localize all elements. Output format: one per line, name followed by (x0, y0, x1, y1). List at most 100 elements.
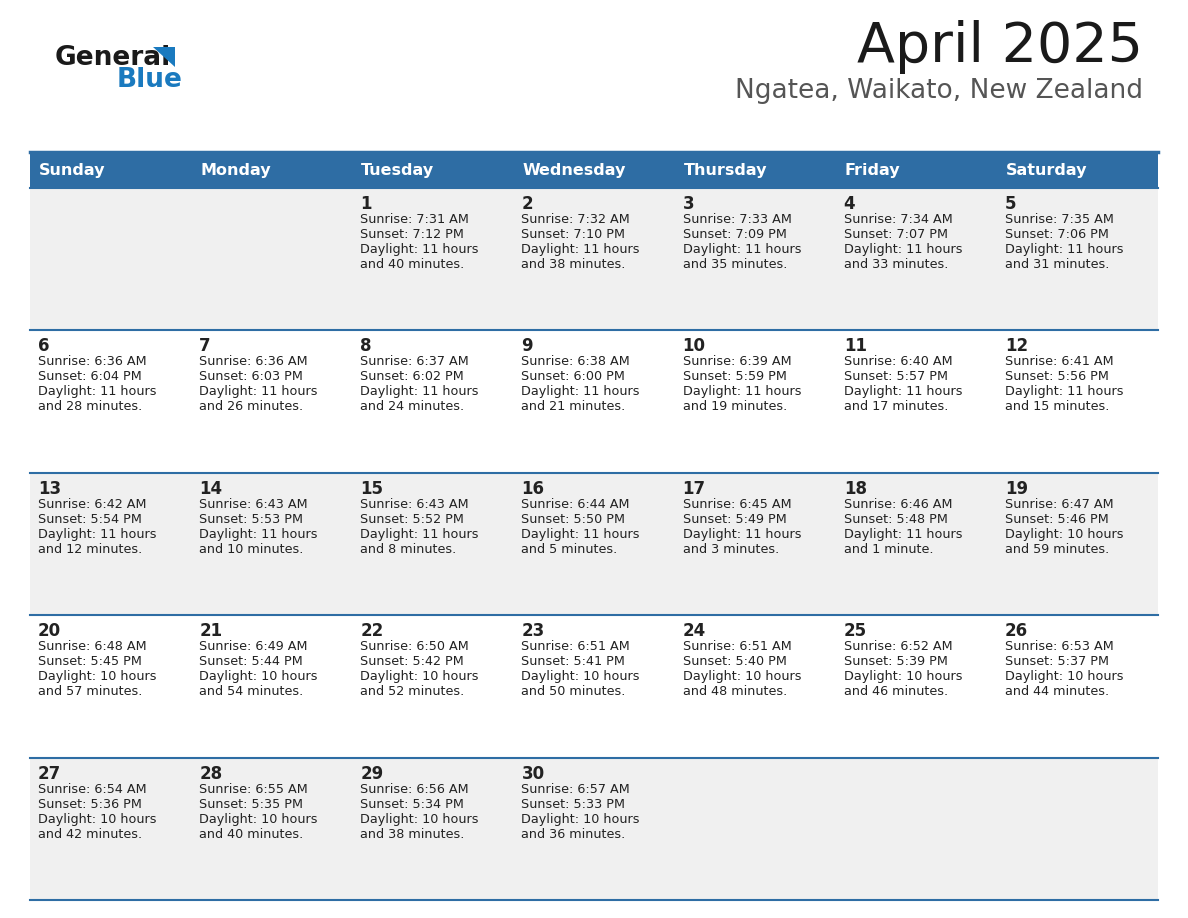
Text: General: General (55, 45, 171, 71)
Text: Sunset: 5:59 PM: Sunset: 5:59 PM (683, 370, 786, 384)
Text: and 24 minutes.: and 24 minutes. (360, 400, 465, 413)
Text: Daylight: 11 hours: Daylight: 11 hours (683, 528, 801, 541)
Text: 11: 11 (843, 338, 867, 355)
Polygon shape (153, 47, 175, 67)
Text: Daylight: 11 hours: Daylight: 11 hours (38, 528, 157, 541)
Text: Daylight: 11 hours: Daylight: 11 hours (200, 386, 317, 398)
Text: and 17 minutes.: and 17 minutes. (843, 400, 948, 413)
Text: and 10 minutes.: and 10 minutes. (200, 543, 303, 555)
Text: Sunset: 7:12 PM: Sunset: 7:12 PM (360, 228, 465, 241)
Text: Sunset: 5:57 PM: Sunset: 5:57 PM (843, 370, 948, 384)
Text: Sunset: 5:49 PM: Sunset: 5:49 PM (683, 513, 786, 526)
Text: 2: 2 (522, 195, 533, 213)
Text: Daylight: 11 hours: Daylight: 11 hours (683, 243, 801, 256)
Text: Daylight: 10 hours: Daylight: 10 hours (38, 812, 157, 825)
Text: Sunrise: 6:57 AM: Sunrise: 6:57 AM (522, 783, 630, 796)
Text: Sunrise: 6:38 AM: Sunrise: 6:38 AM (522, 355, 630, 368)
Text: Sunset: 5:40 PM: Sunset: 5:40 PM (683, 655, 786, 668)
Text: 3: 3 (683, 195, 694, 213)
Text: Sunset: 5:56 PM: Sunset: 5:56 PM (1005, 370, 1108, 384)
Text: Daylight: 10 hours: Daylight: 10 hours (200, 670, 317, 683)
Text: Sunset: 6:00 PM: Sunset: 6:00 PM (522, 370, 625, 384)
Text: and 5 minutes.: and 5 minutes. (522, 543, 618, 555)
Text: and 54 minutes.: and 54 minutes. (200, 685, 303, 699)
Text: and 12 minutes.: and 12 minutes. (38, 543, 143, 555)
Text: Daylight: 11 hours: Daylight: 11 hours (200, 528, 317, 541)
Text: and 46 minutes.: and 46 minutes. (843, 685, 948, 699)
Text: Sunrise: 6:51 AM: Sunrise: 6:51 AM (522, 640, 630, 654)
Text: Sunset: 5:37 PM: Sunset: 5:37 PM (1005, 655, 1108, 668)
Text: Daylight: 11 hours: Daylight: 11 hours (360, 243, 479, 256)
Text: Sunrise: 7:32 AM: Sunrise: 7:32 AM (522, 213, 630, 226)
Text: and 26 minutes.: and 26 minutes. (200, 400, 303, 413)
Text: Daylight: 11 hours: Daylight: 11 hours (360, 386, 479, 398)
Text: Sunset: 5:35 PM: Sunset: 5:35 PM (200, 798, 303, 811)
Text: 14: 14 (200, 480, 222, 498)
Text: and 42 minutes.: and 42 minutes. (38, 828, 143, 841)
Text: Tuesday: Tuesday (361, 162, 435, 177)
Bar (30, 757, 1158, 900)
Text: and 35 minutes.: and 35 minutes. (683, 258, 786, 271)
Text: Daylight: 11 hours: Daylight: 11 hours (843, 243, 962, 256)
Text: Thursday: Thursday (683, 162, 767, 177)
Text: Sunrise: 6:56 AM: Sunrise: 6:56 AM (360, 783, 469, 796)
Text: and 31 minutes.: and 31 minutes. (1005, 258, 1110, 271)
Text: 28: 28 (200, 765, 222, 783)
Text: and 48 minutes.: and 48 minutes. (683, 685, 786, 699)
Text: and 52 minutes.: and 52 minutes. (360, 685, 465, 699)
Text: and 33 minutes.: and 33 minutes. (843, 258, 948, 271)
Text: Monday: Monday (200, 162, 271, 177)
Text: Sunrise: 6:50 AM: Sunrise: 6:50 AM (360, 640, 469, 654)
Text: 30: 30 (522, 765, 544, 783)
Text: Sunset: 5:33 PM: Sunset: 5:33 PM (522, 798, 625, 811)
Text: Daylight: 11 hours: Daylight: 11 hours (1005, 243, 1124, 256)
Text: and 21 minutes.: and 21 minutes. (522, 400, 626, 413)
Text: 18: 18 (843, 480, 867, 498)
Text: 21: 21 (200, 622, 222, 640)
Text: 6: 6 (38, 338, 50, 355)
Text: Daylight: 10 hours: Daylight: 10 hours (1005, 670, 1124, 683)
Text: Daylight: 11 hours: Daylight: 11 hours (843, 528, 962, 541)
Text: Ngatea, Waikato, New Zealand: Ngatea, Waikato, New Zealand (735, 78, 1143, 104)
Text: 19: 19 (1005, 480, 1028, 498)
Text: Daylight: 10 hours: Daylight: 10 hours (38, 670, 157, 683)
Text: 10: 10 (683, 338, 706, 355)
Text: 29: 29 (360, 765, 384, 783)
Text: Sunset: 5:39 PM: Sunset: 5:39 PM (843, 655, 948, 668)
Text: Sunset: 5:52 PM: Sunset: 5:52 PM (360, 513, 465, 526)
Text: Sunset: 5:53 PM: Sunset: 5:53 PM (200, 513, 303, 526)
Text: and 1 minute.: and 1 minute. (843, 543, 934, 555)
Text: Sunset: 5:46 PM: Sunset: 5:46 PM (1005, 513, 1108, 526)
Text: Sunrise: 6:55 AM: Sunrise: 6:55 AM (200, 783, 308, 796)
Text: and 38 minutes.: and 38 minutes. (522, 258, 626, 271)
Text: Blue: Blue (116, 67, 183, 93)
Text: Sunrise: 6:43 AM: Sunrise: 6:43 AM (200, 498, 308, 510)
Text: Sunrise: 6:51 AM: Sunrise: 6:51 AM (683, 640, 791, 654)
Text: Daylight: 10 hours: Daylight: 10 hours (843, 670, 962, 683)
Text: and 50 minutes.: and 50 minutes. (522, 685, 626, 699)
Text: Daylight: 11 hours: Daylight: 11 hours (38, 386, 157, 398)
Text: Sunset: 7:06 PM: Sunset: 7:06 PM (1005, 228, 1108, 241)
Text: Daylight: 11 hours: Daylight: 11 hours (843, 386, 962, 398)
Bar (353, 152, 513, 188)
Text: Sunrise: 6:40 AM: Sunrise: 6:40 AM (843, 355, 953, 368)
Text: Sunset: 5:36 PM: Sunset: 5:36 PM (38, 798, 141, 811)
Text: Daylight: 11 hours: Daylight: 11 hours (1005, 386, 1124, 398)
Text: Daylight: 11 hours: Daylight: 11 hours (522, 243, 640, 256)
Text: Daylight: 10 hours: Daylight: 10 hours (683, 670, 801, 683)
Text: Sunrise: 6:36 AM: Sunrise: 6:36 AM (38, 355, 146, 368)
Text: Daylight: 11 hours: Daylight: 11 hours (683, 386, 801, 398)
Text: and 19 minutes.: and 19 minutes. (683, 400, 786, 413)
Text: 25: 25 (843, 622, 867, 640)
Text: Sunset: 5:45 PM: Sunset: 5:45 PM (38, 655, 141, 668)
Text: 26: 26 (1005, 622, 1028, 640)
Text: 12: 12 (1005, 338, 1028, 355)
Text: Sunrise: 6:39 AM: Sunrise: 6:39 AM (683, 355, 791, 368)
Text: Sunrise: 6:37 AM: Sunrise: 6:37 AM (360, 355, 469, 368)
Text: 7: 7 (200, 338, 210, 355)
Text: Sunset: 6:02 PM: Sunset: 6:02 PM (360, 370, 465, 384)
Text: Sunset: 5:44 PM: Sunset: 5:44 PM (200, 655, 303, 668)
Text: Friday: Friday (845, 162, 901, 177)
Text: 20: 20 (38, 622, 61, 640)
Text: and 40 minutes.: and 40 minutes. (200, 828, 303, 841)
